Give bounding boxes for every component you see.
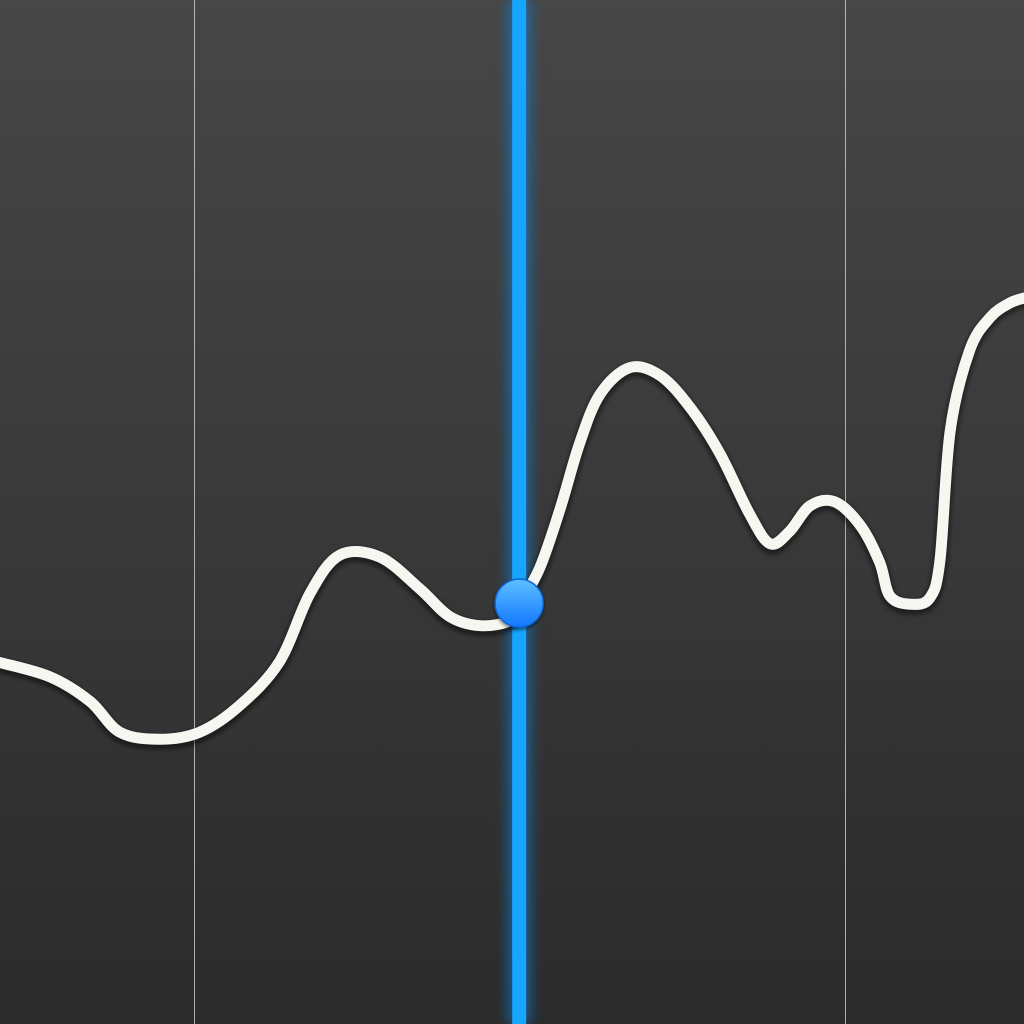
selected-point-icon[interactable] — [494, 578, 545, 631]
selected-point-dot — [494, 578, 544, 628]
series-path — [0, 292, 1024, 745]
cursor-core — [512, 0, 527, 1024]
series-line — [0, 292, 1024, 750]
cursor-line[interactable] — [507, 0, 532, 1024]
